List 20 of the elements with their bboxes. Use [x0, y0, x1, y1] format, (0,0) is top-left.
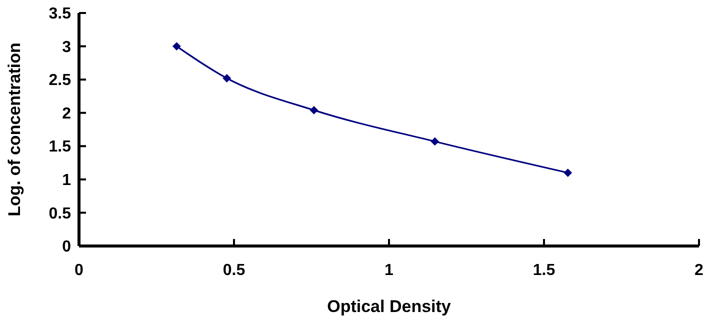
- point: [564, 168, 572, 177]
- y-tick-label: 2.5: [48, 72, 72, 90]
- y-tick-label: 1: [62, 172, 72, 190]
- y-tick-label: 2: [62, 105, 72, 122]
- y-tick-label: 0.5: [48, 205, 72, 222]
- x-tick-label: 0: [74, 262, 84, 279]
- x-tick-label: 0.5: [222, 262, 246, 279]
- x-tick-label: 2: [694, 262, 704, 279]
- x-tick-label: 1.5: [532, 262, 556, 279]
- point: [222, 74, 232, 82]
- point: [172, 42, 181, 50]
- y-tick-label: 0: [62, 238, 72, 256]
- y-tick-label: 1.5: [48, 138, 72, 156]
- y-tick-label: 3: [62, 38, 72, 56]
- x-tick-label: 1: [384, 262, 394, 279]
- point: [430, 137, 440, 146]
- y-axis-title: Log. of concentration: [5, 42, 24, 216]
- point: [310, 106, 318, 114]
- y-tick-label: 3.5: [48, 6, 72, 23]
- x-axis-title: Optical Density: [327, 297, 452, 316]
